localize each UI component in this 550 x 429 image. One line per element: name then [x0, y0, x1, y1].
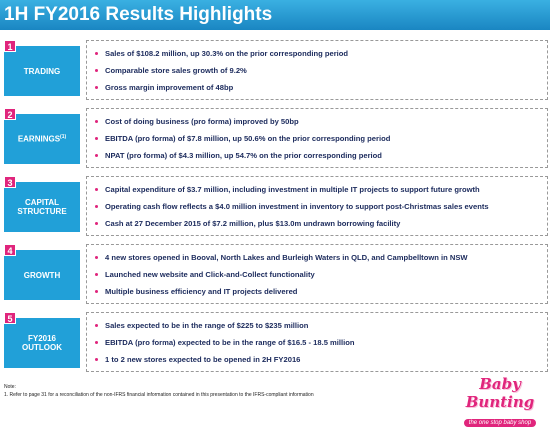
section-number: 2 [4, 108, 16, 120]
bullet: Sales expected to be in the range of $22… [95, 317, 547, 334]
bullet: NPAT (pro forma) of $4.3 million, up 54.… [95, 147, 547, 164]
section-bullets: Capital expenditure of $3.7 million, inc… [86, 176, 548, 236]
section-label: EARNINGS(1) [4, 114, 80, 164]
bullet: Launched new website and Click-and-Colle… [95, 266, 547, 283]
section-bullets: 4 new stores opened in Booval, North Lak… [86, 244, 548, 304]
section-label: TRADING [4, 46, 80, 96]
bullet: Multiple business efficiency and IT proj… [95, 283, 547, 300]
slide-title: 1H FY2016 Results Highlights [0, 0, 550, 30]
section-label-line: EARNINGS(1) [17, 134, 67, 144]
bullet: EBITDA (pro forma) expected to be in the… [95, 334, 547, 351]
section-number: 5 [4, 312, 16, 324]
bullet: Gross margin improvement of 48bp [95, 79, 547, 96]
note: Note: 1. Refer to page 31 for a reconcil… [4, 383, 314, 399]
note-item: 1. Refer to page 31 for a reconciliation… [4, 392, 314, 398]
bullet: 1 to 2 new stores expected to be opened … [95, 351, 547, 368]
logo-tagline: the one stop baby shop [463, 419, 537, 427]
section-label-sup: (1) [60, 134, 67, 141]
logo: Baby Bunting the one stop baby shop [452, 375, 548, 427]
section-bullets: Sales expected to be in the range of $22… [86, 312, 548, 372]
logo-name: Baby Bunting [465, 375, 535, 411]
section-label: CAPITAL STRUCTURE [4, 182, 80, 232]
bullet: Capital expenditure of $3.7 million, inc… [95, 181, 547, 198]
section-bullets: Sales of $108.2 million, up 30.3% on the… [86, 40, 548, 100]
section-number: 1 [4, 40, 16, 52]
bullet: EBITDA (pro forma) of $7.8 million, up 5… [95, 130, 547, 147]
section-label-line: TRADING [23, 66, 61, 76]
bullet: 4 new stores opened in Booval, North Lak… [95, 249, 547, 266]
section-label: FY2016 OUTLOOK [4, 318, 80, 368]
bullet: Sales of $108.2 million, up 30.3% on the… [95, 45, 547, 62]
bullet: Operating cash flow reflects a $4.0 mill… [95, 198, 547, 215]
section-label-line: OUTLOOK [22, 343, 62, 352]
bullet: Cost of doing business (pro forma) impro… [95, 113, 547, 130]
section-number: 4 [4, 244, 16, 256]
section-number: 3 [4, 176, 16, 188]
section-label-line: STRUCTURE [17, 207, 67, 216]
section-label-line: GROWTH [23, 270, 61, 280]
section-label-line: CAPITAL [24, 198, 60, 207]
bullet: Cash at 27 December 2015 of $7.2 million… [95, 215, 547, 232]
bullet: Comparable store sales growth of 9.2% [95, 62, 547, 79]
section-label: GROWTH [4, 250, 80, 300]
section-label-line: FY2016 [27, 334, 57, 343]
note-heading: Note: [4, 384, 16, 390]
section-bullets: Cost of doing business (pro forma) impro… [86, 108, 548, 168]
